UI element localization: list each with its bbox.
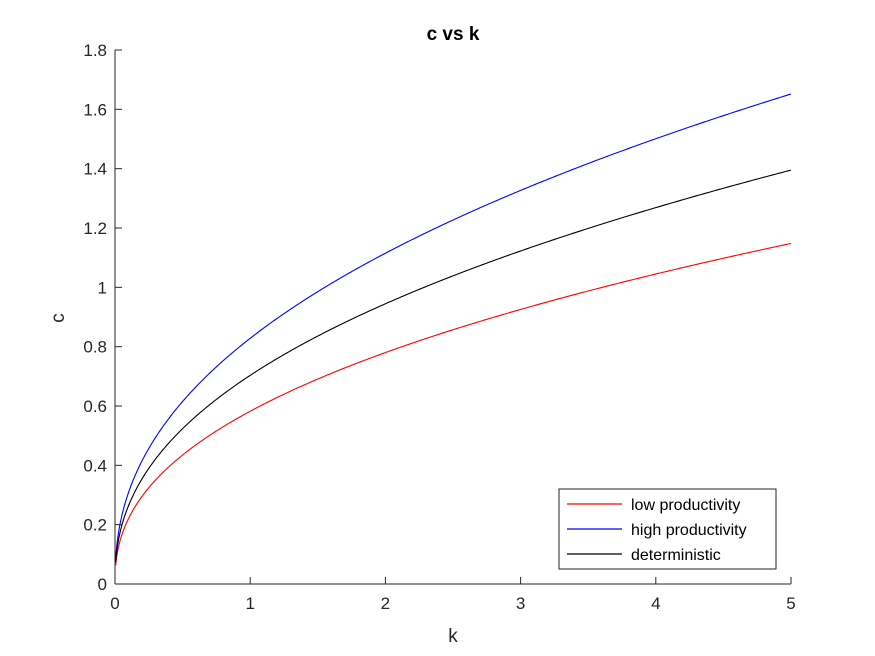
- x-tick-label: 1: [245, 594, 254, 613]
- y-tick-label: 0.8: [83, 338, 107, 357]
- series-line: [115, 93, 792, 559]
- y-tick-label: 0.4: [83, 456, 107, 475]
- y-axis-label: c: [48, 313, 69, 323]
- series-line: [115, 242, 792, 566]
- y-tick-label: 1.4: [83, 160, 107, 179]
- y-tick-label: 1.2: [83, 219, 107, 238]
- y-tick-label: 1.8: [83, 41, 107, 60]
- y-tick-label: 1: [98, 278, 107, 297]
- x-tick-label: 4: [651, 594, 660, 613]
- y-tick-label: 0.6: [83, 397, 107, 416]
- x-tick-label: 5: [786, 594, 795, 613]
- chart-title: c vs k: [427, 24, 480, 45]
- series-layer: [115, 93, 792, 566]
- y-tick-label: 1.6: [83, 100, 107, 119]
- legend-label: high productivity: [631, 522, 747, 539]
- series-line: [115, 169, 792, 563]
- legend-label: low productivity: [631, 497, 740, 514]
- legend-label: deterministic: [631, 547, 721, 564]
- x-tick-label: 3: [516, 594, 525, 613]
- legend: low productivity high productivity determi…: [558, 488, 777, 570]
- x-tick-label: 0: [110, 594, 119, 613]
- y-ticks: 0 0.2 0.4 0.6 0.8 1 1.2 1.4 1.6 1.8: [83, 41, 122, 594]
- x-axis-label: k: [448, 626, 458, 647]
- x-tick-label: 2: [381, 594, 390, 613]
- y-tick-label: 0.2: [83, 516, 107, 535]
- x-ticks: 0 1 2 3 4 5: [110, 577, 796, 613]
- y-tick-label: 0: [98, 575, 107, 594]
- axes: [114, 50, 791, 585]
